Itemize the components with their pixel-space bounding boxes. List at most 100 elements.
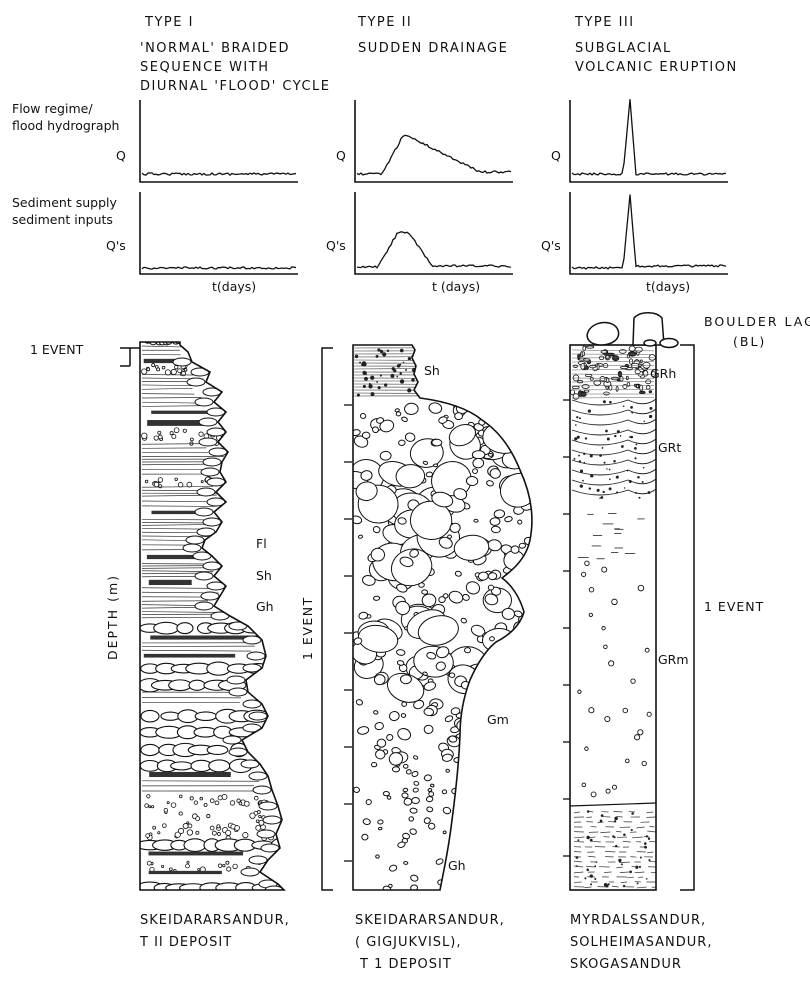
texture-mark [199, 432, 203, 436]
col1-type: TYPE I [144, 15, 194, 30]
texture-mark [517, 883, 524, 888]
texture-mark [623, 405, 625, 407]
texture-mark [373, 596, 379, 600]
texture-mark [574, 837, 584, 838]
texture-mark [380, 374, 382, 376]
texture-mark [606, 468, 607, 469]
texture-mark [204, 803, 207, 806]
texture-mark [572, 439, 656, 445]
texture-mark [462, 703, 476, 713]
texture-mark [623, 885, 625, 887]
texture-mark [505, 685, 511, 689]
texture-mark [590, 365, 596, 368]
texture-mark [177, 623, 193, 634]
texture-mark [618, 859, 621, 862]
texture-mark [173, 358, 191, 366]
texture-mark [455, 571, 462, 577]
texture-mark [513, 784, 518, 789]
texture-mark [195, 572, 213, 580]
texture-mark [649, 415, 652, 418]
texture-mark [629, 811, 635, 812]
texture-mark [574, 812, 580, 813]
texture-mark [142, 612, 222, 613]
texture-mark [195, 508, 213, 516]
texture-mark [187, 482, 192, 487]
texture-mark [486, 480, 494, 487]
texture-mark [588, 856, 595, 857]
texture-mark [404, 861, 408, 864]
texture-mark [401, 713, 406, 718]
texture-mark [623, 833, 626, 836]
texture-mark [582, 352, 585, 356]
texture-mark [230, 801, 235, 806]
texture-mark [413, 788, 419, 793]
col2-event-bracket [322, 348, 333, 890]
texture-mark [363, 818, 371, 825]
texture-mark [646, 812, 653, 813]
texture-mark [142, 781, 259, 782]
texture-mark [172, 434, 176, 438]
texture-mark [512, 827, 516, 831]
boulder-lag-boulder-1 [587, 323, 618, 346]
texture-mark [462, 820, 470, 827]
texture-mark [438, 596, 446, 603]
texture-mark [376, 855, 380, 858]
texture-mark [187, 378, 205, 386]
texture-mark [179, 795, 182, 798]
col3-subtitle-2: VOLCANIC ERUPTION [575, 60, 738, 75]
texture-mark [493, 818, 500, 824]
texture-mark [471, 838, 477, 844]
texture-mark [152, 364, 155, 367]
texture-mark [362, 371, 366, 375]
texture-mark [518, 414, 523, 418]
col3-facies-grt: GRt [658, 440, 681, 455]
col1-location-2: T II DEPOSIT [139, 935, 232, 950]
texture-mark [462, 752, 473, 761]
col2-type: TYPE II [357, 15, 412, 30]
texture-mark [648, 859, 650, 861]
texture-mark [590, 839, 593, 842]
texture-mark [612, 886, 619, 887]
texture-mark [582, 480, 584, 482]
texture-mark [601, 496, 604, 499]
texture-mark [356, 699, 364, 706]
texture-mark [521, 739, 534, 749]
col3-q-label: Q [551, 148, 561, 163]
texture-mark [357, 394, 360, 397]
texture-mark [637, 476, 640, 479]
texture-mark [387, 350, 389, 352]
texture-mark [594, 865, 596, 867]
col3-sediment-axes [570, 192, 728, 274]
texture-mark [374, 722, 384, 731]
texture-mark [516, 870, 520, 874]
texture-mark [460, 749, 468, 756]
texture-mark [521, 740, 527, 745]
texture-mark [424, 725, 433, 733]
texture-mark [456, 800, 465, 809]
texture-mark [404, 798, 413, 806]
col2-facies-sh: Sh [424, 363, 440, 378]
texture-mark [509, 434, 521, 444]
texture-mark [412, 797, 420, 803]
texture-mark [235, 826, 240, 831]
texture-mark [527, 636, 532, 640]
texture-mark [382, 352, 386, 356]
texture-mark [218, 796, 222, 800]
texture-mark [647, 852, 653, 853]
col2-log [343, 345, 541, 893]
texture-mark [167, 802, 169, 804]
texture-mark [358, 535, 363, 539]
texture-mark [635, 370, 640, 374]
texture-mark [486, 790, 491, 794]
texture-mark [644, 842, 647, 845]
col3-log-outline [570, 345, 656, 890]
texture-mark [452, 849, 459, 856]
texture-mark [378, 386, 381, 389]
texture-mark [597, 364, 599, 370]
texture-mark [165, 370, 170, 375]
texture-mark [243, 832, 248, 837]
col3-boulder-lag-abbrev: (BL) [733, 334, 766, 349]
texture-mark [428, 402, 443, 415]
texture-mark [587, 810, 590, 813]
